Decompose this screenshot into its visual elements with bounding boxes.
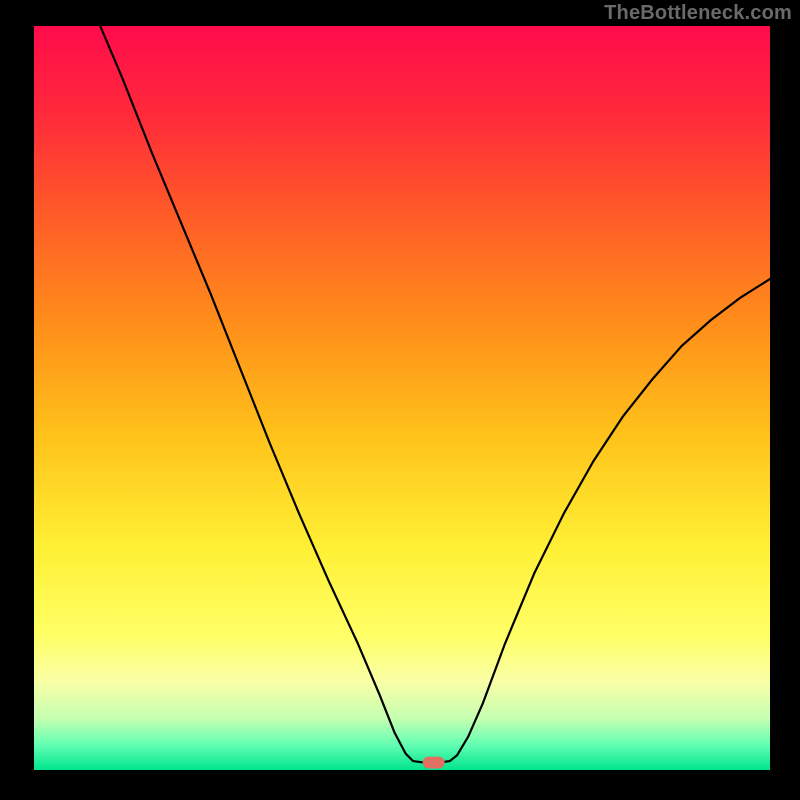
chart-container: TheBottleneck.com: [0, 0, 800, 800]
plot-area: [34, 26, 770, 770]
watermark-text: TheBottleneck.com: [604, 2, 792, 25]
chart-svg: [34, 26, 770, 770]
optimal-point-marker: [423, 757, 445, 769]
gradient-background: [34, 26, 770, 770]
